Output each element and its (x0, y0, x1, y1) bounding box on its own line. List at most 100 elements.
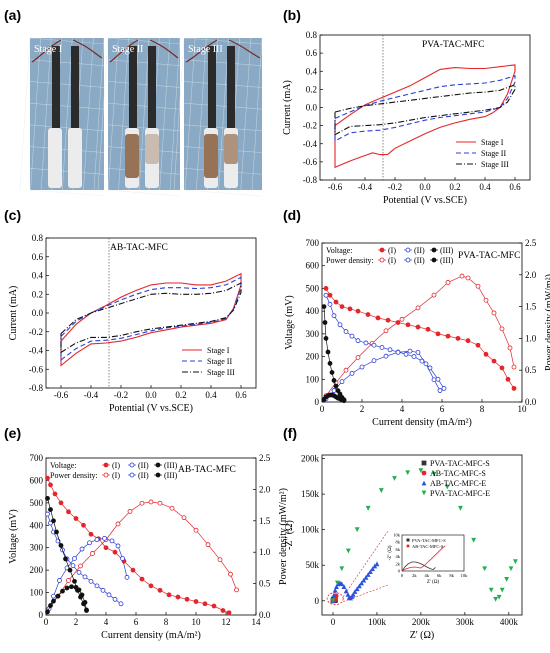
y-tick-label: 300 (30, 543, 44, 553)
data-point-voltage (331, 378, 337, 383)
data-point-voltage (323, 292, 329, 298)
x-tick-label: 8 (480, 404, 485, 414)
y-tick-label: -0.8 (303, 175, 318, 185)
carbon-rod-right (148, 46, 156, 138)
chart-f: 0 100k 200k 300k 400k 0 50k 100k 150k 200k Z' (Ω) -… (284, 454, 523, 641)
data-point-power (383, 353, 389, 359)
data-point-voltage (112, 596, 118, 602)
inset-frame (401, 534, 465, 572)
data-point-power (115, 521, 121, 527)
data-point-power (94, 537, 100, 543)
data-point-voltage (45, 511, 50, 517)
inset-x-tick-label: 0 (401, 573, 404, 578)
x-tick-label: 4 (400, 404, 405, 414)
photo-grid-line (183, 146, 263, 153)
photo-grid-line (183, 124, 263, 132)
inset-y-tick-label: 2k (396, 561, 401, 566)
wire (185, 39, 218, 63)
y2-tick-label: 1.5 (525, 302, 537, 312)
photo-stage-2: Stage II (97, 37, 181, 197)
y2-tick-label: 0.5 (259, 579, 271, 589)
data-point (471, 537, 477, 543)
y-tick-label: 700 (30, 453, 44, 463)
data-point-power (415, 349, 421, 355)
legend-label: Stage II (207, 357, 232, 366)
data-point (405, 470, 411, 476)
data-point-voltage (375, 315, 381, 321)
data-point-voltage (226, 610, 232, 616)
photo-grid-line (159, 37, 171, 191)
y2-tick-label: 0.5 (525, 365, 537, 375)
legend-entry: (III) (164, 471, 178, 480)
chart-title: PVA-TAC-MFC (422, 40, 484, 50)
data-point-voltage (475, 342, 481, 348)
data-point-power (79, 546, 85, 552)
y-tick-label: 0.0 (306, 103, 318, 113)
wire (149, 39, 179, 59)
legend-entry: (III) (440, 246, 454, 255)
wire (228, 39, 261, 59)
data-point (339, 581, 345, 587)
y2-tick-label: 1.0 (525, 333, 537, 343)
y-axis-label: Current (mA) (282, 80, 293, 135)
data-point-voltage (321, 304, 327, 310)
chart-b: -0.6 -0.4 -0.2 0.0 0.2 0.4 0.6 -0.8 -0.6 -0.4 -0.2… (282, 30, 531, 206)
y-tick-label: 0.8 (306, 30, 318, 40)
legend-marker (421, 460, 427, 466)
inset-background (388, 531, 470, 585)
photo-stage-1: Stage I (19, 37, 105, 197)
legend-label: Stage III (481, 160, 509, 169)
data-point-voltage (371, 342, 377, 348)
y-tick-label: -0.6 (29, 364, 44, 374)
data-point-power (90, 551, 95, 556)
data-point (513, 559, 518, 565)
photo-grid-line (19, 37, 31, 191)
data-point-voltage (349, 333, 355, 339)
x-tick-label: 300k (456, 617, 475, 627)
chart-title: AB-TAC-MFC (178, 465, 236, 475)
data-point (431, 471, 437, 477)
data-point (359, 580, 364, 586)
inset-curve (401, 561, 436, 572)
data-point-voltage (82, 574, 88, 580)
photo-grid-line (184, 37, 196, 191)
inset-chart: 0 2k 4k 6k 8k 10k 0 2k 4k 6k 8k 10k Z' (Ω) -Z'' (Ω) PV… (388, 531, 470, 585)
photo-grid-line (107, 146, 181, 153)
legend-entry: (II) (414, 256, 425, 265)
photo-grid-line (107, 189, 181, 197)
x-tick-label: 2 (74, 617, 79, 627)
data-point-power (339, 379, 345, 385)
data-point (330, 598, 336, 604)
data-point (363, 574, 369, 580)
biofilm (204, 134, 218, 178)
data-point (352, 589, 358, 594)
x-tick-label: 0.0 (145, 390, 157, 400)
legend-label: AB-TAC-MFC-E (430, 479, 486, 488)
y2-tick-label: 0.0 (525, 397, 537, 407)
data-point-power (78, 563, 83, 569)
panel-label-a: (a) (4, 7, 21, 23)
y-tick-label: 500 (30, 498, 44, 508)
legend-entry: (III) (164, 461, 178, 470)
data-point (331, 592, 337, 598)
y-tick-label: 200 (306, 352, 320, 362)
data-point (444, 484, 450, 490)
data-point (354, 586, 360, 592)
x-tick-label: 10 (192, 617, 202, 627)
legend-marker (155, 462, 161, 468)
y-tick-label: 400 (306, 306, 320, 316)
data-point-voltage (385, 317, 391, 323)
photo-grid-line (173, 37, 185, 191)
data-point (339, 566, 345, 572)
x-tick-label: 0.4 (205, 390, 217, 400)
data-point-power (431, 292, 437, 298)
data-point-voltage (415, 324, 421, 330)
photo-grid-line (40, 37, 52, 191)
data-point-voltage (511, 385, 517, 391)
photo-grid-line (138, 37, 150, 191)
data-point-voltage (67, 567, 73, 573)
y-tick-label: -0.6 (303, 157, 318, 167)
legend-voltage-label: Voltage: (326, 246, 353, 255)
data-point-voltage (148, 583, 154, 589)
data-point-power (511, 364, 517, 370)
